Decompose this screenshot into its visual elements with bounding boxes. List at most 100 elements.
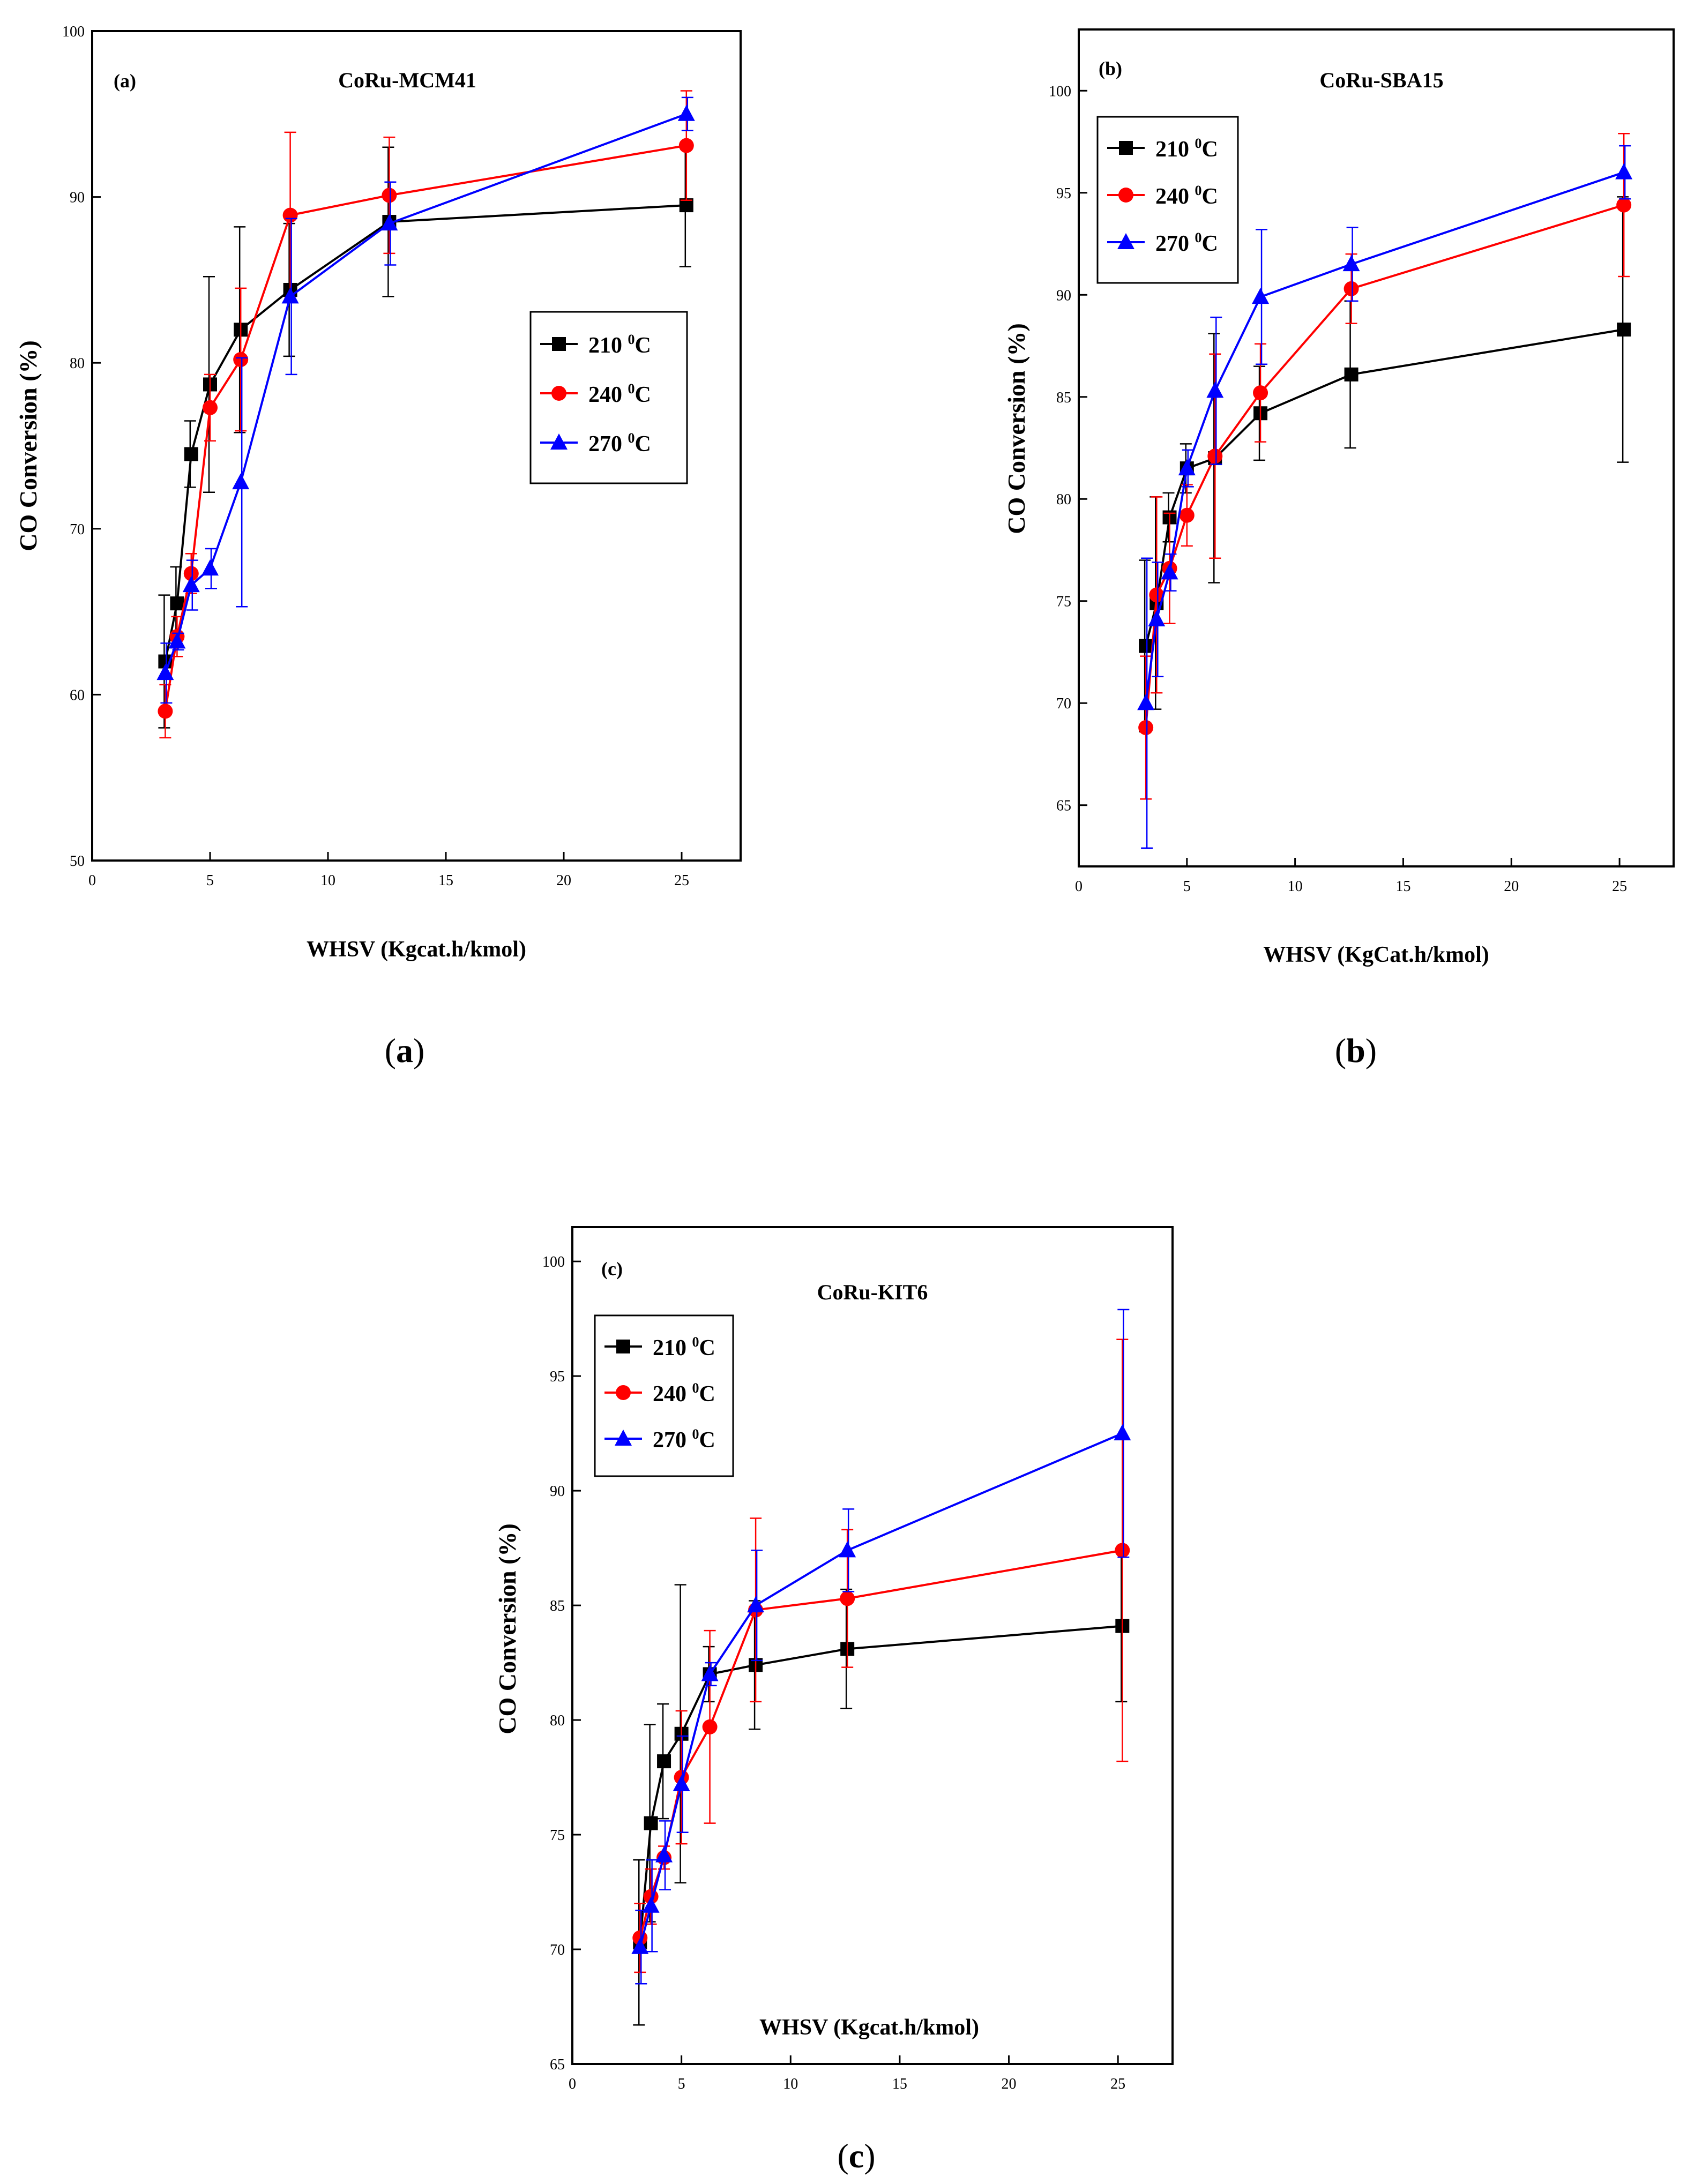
legend-marker [616,1340,630,1353]
legend-label: 240 0C [588,381,651,407]
data-point [1148,610,1166,627]
data-point [1206,382,1224,398]
x-tick-label: 5 [678,2076,685,2092]
data-point [233,352,249,368]
legend-marker [1119,141,1133,155]
y-tick-label: 85 [550,1598,565,1614]
legend-label: 210 0C [653,1334,715,1360]
data-point [1615,163,1633,179]
legend-marker [552,337,566,351]
data-point [1149,587,1165,603]
data-point [232,473,250,490]
data-point [1115,1543,1130,1558]
data-point [1179,507,1195,523]
y-tick-label: 75 [550,1827,565,1844]
data-point [701,1665,719,1681]
plot-frame [1078,28,1675,867]
y-tick-label: 70 [70,521,85,538]
x-tick-label: 0 [88,872,96,889]
series-line [164,204,686,662]
legend-label: 210 0C [588,332,651,358]
data-point [170,596,184,611]
data-point [677,104,695,121]
x-axis-title: WHSV (Kgcat.h/kmol) [759,2015,979,2040]
series-210 [633,1550,1130,2026]
legend-marker [616,1385,631,1400]
legend-marker [1118,188,1133,203]
caption-letter: c [849,2137,864,2175]
x-tick-label: 15 [438,872,453,889]
figure-caption: (b) [1335,1031,1377,1069]
data-point [203,400,218,415]
legend: 210 0C 240 0C 270 0C [1096,116,1239,284]
data-point [1343,281,1359,296]
x-tick-label: 25 [1612,878,1627,895]
figure-caption: (c) [837,2137,875,2175]
y-tick-label: 70 [550,1942,565,1958]
y-tick-label: 65 [550,2056,565,2073]
data-point [678,138,694,153]
series-line [164,113,687,674]
x-tick-label: 25 [674,872,689,889]
legend-marker [551,386,566,401]
panel-a: (a) CoRu-MCM41 WHSV (Kgcat.h/kmol) CO Co… [14,24,742,1069]
caption-letter: b [1346,1031,1365,1069]
data-point [702,1719,718,1734]
data-point [1252,288,1270,304]
plot-frame [571,1226,1174,2065]
data-point [184,447,198,461]
y-tick-label: 95 [550,1368,565,1385]
y-tick-label: 80 [550,1712,565,1729]
data-point [201,559,219,576]
legend-marker [1117,233,1134,249]
x-tick-label: 5 [1183,878,1191,895]
legend-label: 270 0C [588,430,651,457]
data-point [1139,639,1153,653]
data-point [1138,720,1154,735]
x-tick-label: 20 [1504,878,1519,895]
x-tick-label: 5 [206,872,214,889]
data-point [182,576,200,593]
x-tick-label: 20 [1002,2076,1017,2092]
series-line [1145,328,1624,647]
y-tick-label: 70 [1056,695,1071,712]
y-tick-label: 90 [550,1483,565,1500]
plot-area: 0 5 10 15 20 25 50 60 70 80 90 100 [62,24,695,889]
series-line [639,1625,1123,1943]
data-point [282,207,298,223]
series-270 [1137,145,1633,849]
data-point [382,188,397,203]
y-tick-label: 85 [1056,390,1071,406]
panel-tag: (b) [1099,58,1122,79]
data-point [839,1541,856,1558]
series-270 [156,96,695,704]
panel-b: (b) CoRu-SBA15 WHSV (KgCat.h/kmol) CO Co… [1003,28,1675,1069]
x-tick-label: 10 [783,2076,798,2092]
data-point [1616,197,1632,213]
y-tick-label: 50 [70,853,85,870]
data-point [1114,1424,1131,1441]
series-line [164,144,687,712]
chart-title: CoRu-MCM41 [338,68,476,92]
data-point [673,1775,690,1791]
y-tick-label: 100 [542,1254,565,1270]
data-point [644,1816,658,1830]
x-tick-label: 15 [1395,878,1410,895]
legend-label: 240 0C [653,1380,715,1407]
y-tick-label: 90 [70,190,85,206]
chart-title: CoRu-KIT6 [817,1280,928,1304]
x-tick-label: 25 [1110,2076,1125,2092]
x-tick-label: 10 [1288,878,1303,895]
data-point [1207,448,1223,464]
x-axis-title: WHSV (Kgcat.h/kmol) [307,937,526,962]
y-tick-label: 95 [1056,185,1071,202]
legend-marker [550,433,568,450]
data-point [1137,694,1155,710]
figure-caption: (a) [385,1031,425,1069]
y-tick-label: 65 [1056,798,1071,814]
data-point [655,1846,673,1863]
y-tick-label: 80 [70,355,85,372]
data-point [168,632,186,649]
plot-frame [91,30,742,862]
